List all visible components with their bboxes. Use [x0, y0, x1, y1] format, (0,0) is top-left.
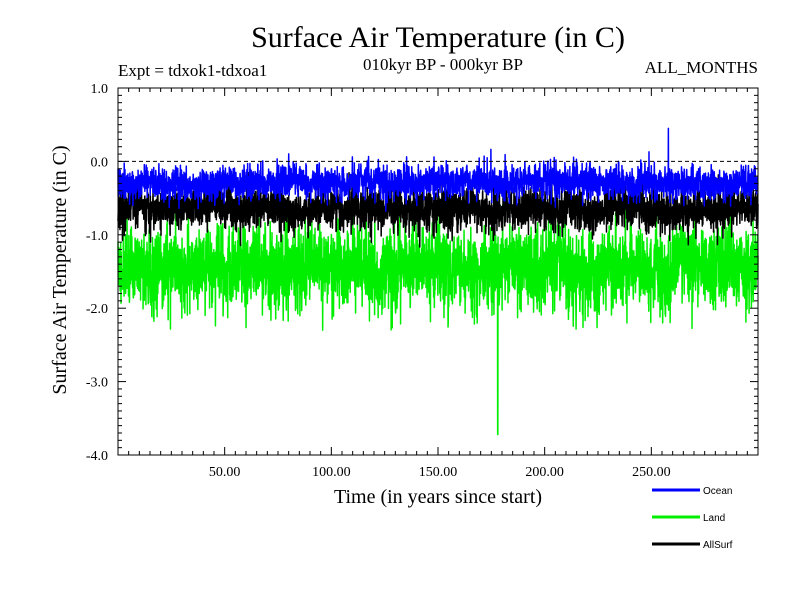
- y-tick-label: -2.0: [86, 302, 108, 317]
- series-line-ocean: [117, 127, 759, 213]
- axis-ticks: [118, 87, 758, 456]
- y-tick-label: 1.0: [91, 82, 109, 97]
- x-tick-label: 50.00: [209, 465, 241, 480]
- axis-tick-labels: 50.00 100.00 150.00 200.00 250.00 1.0 0.0 -1.0 -…: [86, 82, 671, 480]
- time-range-label: 010kyr BP - 000kyr BP: [363, 55, 523, 74]
- x-tick-label: 150.00: [419, 465, 458, 480]
- x-axis-label: Time (in years since start): [334, 486, 542, 508]
- legend-label-allsurf: AllSurf: [703, 540, 733, 551]
- series-layer: [117, 127, 759, 436]
- plot-area: 50.00 100.00 150.00 200.00 250.00 1.0 0.0 -1.0 -…: [86, 82, 759, 480]
- x-tick-label: 200.00: [525, 465, 564, 480]
- x-tick-label: 250.00: [632, 465, 671, 480]
- y-tick-label: -3.0: [86, 376, 108, 391]
- legend-label-ocean: Ocean: [703, 486, 732, 497]
- y-tick-label: -4.0: [86, 449, 108, 464]
- months-label: ALL_MONTHS: [645, 58, 758, 77]
- x-tick-label: 100.00: [312, 465, 351, 480]
- legend: Ocean Land AllSurf: [652, 486, 733, 551]
- chart-title: Surface Air Temperature (in C): [251, 21, 625, 54]
- experiment-label: Expt = tdxok1-tdxoa1: [118, 61, 267, 80]
- y-tick-label: -1.0: [86, 229, 108, 244]
- legend-label-land: Land: [703, 513, 725, 524]
- y-tick-label: 0.0: [91, 155, 109, 170]
- y-axis-label: Surface Air Temperature (in C): [49, 145, 71, 394]
- series-line-land: [117, 196, 759, 436]
